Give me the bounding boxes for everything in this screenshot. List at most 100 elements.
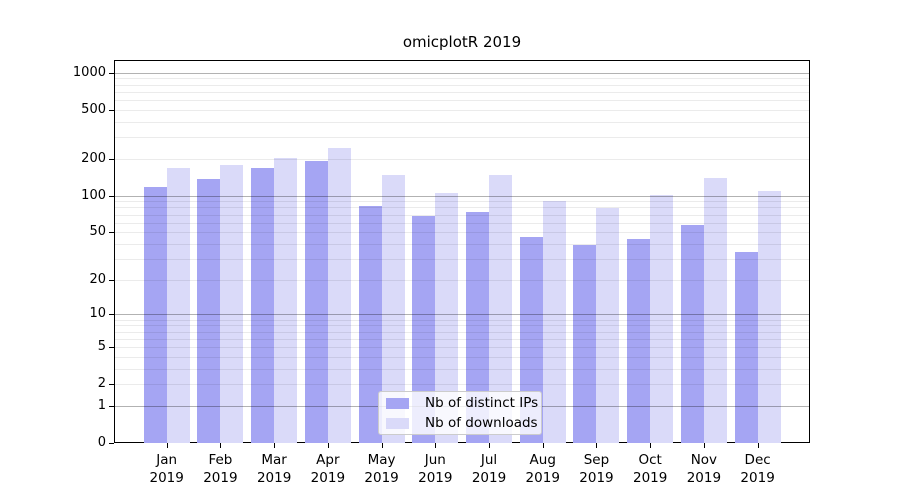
bar-nov-distinct-ips	[680, 225, 704, 443]
x-tick-label-may: May 2019	[364, 452, 399, 486]
bar-jul-downloads	[489, 174, 513, 443]
bar-apr-downloads	[327, 148, 351, 443]
x-tick-mark	[435, 443, 437, 448]
gridline-minor	[115, 243, 809, 245]
gridline-major	[115, 314, 809, 316]
x-tick-label-aug: Aug 2019	[525, 452, 560, 486]
gridline-minor	[115, 232, 809, 234]
x-tick-mark	[703, 443, 705, 448]
gridline-minor	[115, 384, 809, 386]
bar-jun-downloads	[435, 192, 459, 443]
legend-swatch-downloads-icon	[386, 417, 409, 429]
bar-jan-downloads	[166, 168, 190, 443]
x-tick-mark	[166, 443, 168, 448]
legend-swatch-distinct-ips-icon	[386, 397, 409, 409]
legend-label-downloads: Nb of downloads	[425, 415, 538, 431]
x-tick-label-apr: Apr 2019	[310, 452, 346, 486]
bar-oct-distinct-ips	[627, 238, 651, 443]
x-tick-mark	[542, 443, 544, 448]
bar-may-distinct-ips	[358, 205, 382, 443]
gridline-minor	[115, 325, 809, 327]
x-tick-mark	[274, 443, 276, 448]
gridline-minor	[115, 331, 809, 333]
chart-title: omicplotR 2019	[402, 33, 522, 51]
gridline-minor	[115, 346, 809, 348]
x-tick-mark	[757, 443, 759, 448]
y-tick-mark	[109, 443, 114, 444]
x-tick-label-jan: Jan 2019	[149, 452, 184, 486]
x-tick-label-nov: Nov 2019	[686, 452, 722, 486]
x-tick-mark	[650, 443, 652, 448]
legend-item-downloads: Nb of downloads	[386, 415, 541, 432]
bar-apr-distinct-ips	[304, 160, 328, 443]
y-tick-mark	[109, 384, 114, 386]
bar-feb-downloads	[220, 164, 244, 443]
gridline-minor	[115, 100, 809, 102]
x-tick-mark	[489, 443, 491, 448]
gridline-minor	[115, 91, 809, 93]
gridline-minor	[115, 158, 809, 160]
y-tick-mark	[109, 109, 114, 111]
bar-mar-downloads	[274, 157, 298, 443]
x-tick-label-mar: Mar 2019	[256, 452, 292, 486]
y-tick-mark	[109, 72, 114, 74]
bar-dec-downloads	[757, 190, 781, 443]
bar-oct-downloads	[650, 195, 674, 443]
bar-mar-distinct-ips	[251, 167, 275, 443]
gridline-minor	[115, 109, 809, 111]
bar-feb-distinct-ips	[197, 178, 221, 443]
x-tick-label-dec: Dec 2019	[740, 452, 775, 486]
y-tick-mark	[109, 232, 114, 234]
gridline-minor	[115, 84, 809, 86]
x-tick-label-jun: Jun 2019	[418, 452, 453, 486]
gridline-minor	[115, 356, 809, 358]
y-tick-label: 1000	[72, 64, 106, 80]
x-tick-label-sep: Sep 2019	[579, 452, 614, 486]
y-tick-label: 5	[97, 338, 106, 354]
y-tick-label: 0	[97, 435, 106, 450]
y-tick-label: 20	[89, 271, 106, 287]
x-tick-label-jul: Jul 2019	[471, 452, 507, 486]
bar-dec-distinct-ips	[734, 252, 758, 443]
bar-jan-distinct-ips	[143, 187, 167, 443]
y-tick-mark	[109, 405, 114, 407]
y-tick-label: 50	[89, 224, 106, 240]
gridline-minor	[115, 338, 809, 340]
y-tick-mark	[109, 158, 114, 160]
y-tick-label: 1	[97, 397, 106, 413]
bar-sep-downloads	[596, 208, 620, 443]
legend-item-distinct-ips: Nb of distinct IPs	[386, 395, 541, 412]
bar-sep-distinct-ips	[573, 245, 597, 443]
legend-label-distinct-ips: Nb of distinct IPs	[425, 395, 539, 411]
bar-nov-downloads	[703, 178, 727, 443]
bar-jul-distinct-ips	[466, 211, 490, 443]
y-tick-label: 500	[81, 101, 106, 117]
y-tick-mark	[109, 279, 114, 281]
y-tick-mark	[109, 195, 114, 197]
y-tick-label: 2	[97, 376, 106, 392]
gridline-minor	[115, 279, 809, 281]
gridline-minor	[115, 78, 809, 80]
x-tick-mark	[220, 443, 222, 448]
x-tick-mark	[327, 443, 329, 448]
legend: Nb of distinct IPs Nb of downloads	[378, 391, 542, 435]
gridline-major	[115, 195, 809, 197]
gridline-minor	[115, 258, 809, 260]
gridline-minor	[115, 368, 809, 370]
y-tick-mark	[109, 346, 114, 348]
gridline-minor	[115, 214, 809, 216]
y-tick-label: 100	[81, 187, 106, 203]
gridline-minor	[115, 137, 809, 139]
bar-jun-distinct-ips	[412, 216, 436, 443]
x-tick-label-oct: Oct 2019	[632, 452, 668, 486]
gridline-major	[115, 72, 809, 74]
x-tick-mark	[381, 443, 383, 448]
bar-aug-downloads	[542, 200, 566, 443]
gridline-minor	[115, 207, 809, 209]
y-tick-label: 200	[81, 150, 106, 166]
gridline-minor	[115, 319, 809, 321]
gridline-minor	[115, 121, 809, 123]
gridline-minor	[115, 222, 809, 224]
gridline-minor	[115, 201, 809, 203]
